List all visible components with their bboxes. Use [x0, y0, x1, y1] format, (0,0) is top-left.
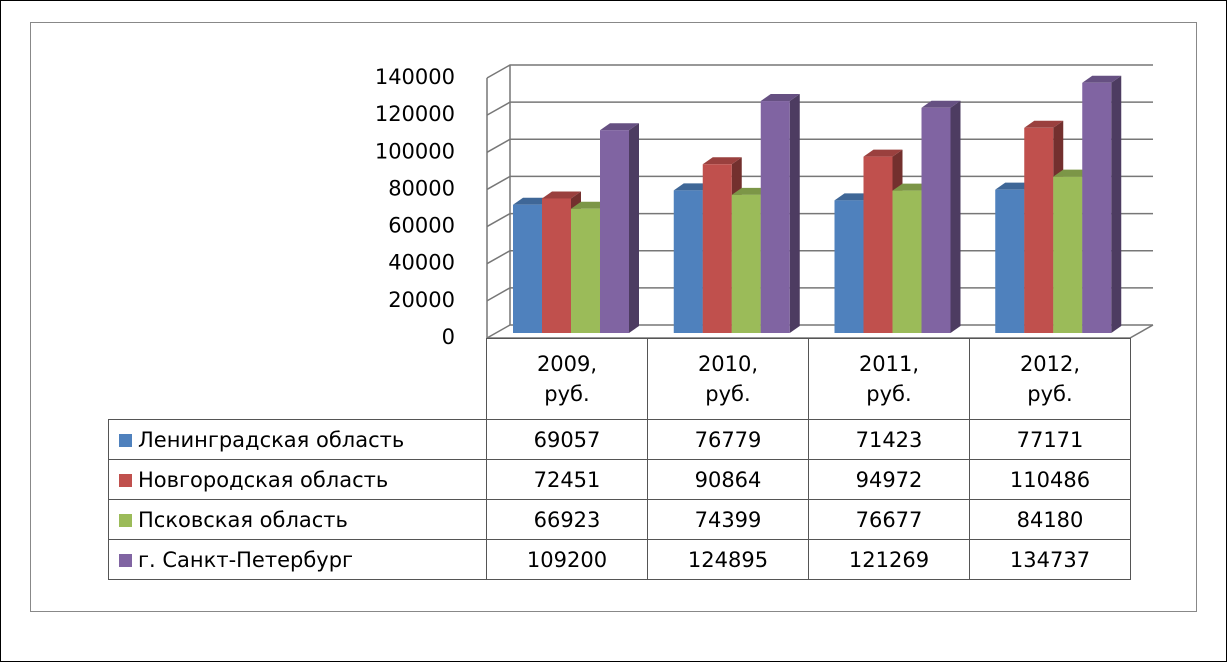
legend-label: Псковская область	[138, 507, 348, 532]
y-tick-label: 140000	[375, 65, 455, 89]
legend-label: Ленинградская область	[138, 427, 405, 452]
value-cell: 109200	[486, 539, 648, 580]
category-cell: 2009, руб.	[486, 338, 648, 420]
legend-swatch	[119, 433, 132, 447]
category-cell: 2010, руб.	[647, 338, 809, 420]
legend-cell: Новгородская область	[108, 459, 487, 500]
bar	[702, 164, 732, 333]
value-cell: 110486	[969, 459, 1131, 500]
bar	[834, 200, 864, 333]
table-row: г. Санкт-Петербург 109200 124895 121269 1347…	[108, 539, 1131, 580]
bar-top	[921, 100, 961, 108]
value-cell: 71423	[808, 419, 970, 460]
category-label: 2011, руб.	[858, 352, 920, 406]
value-cell: 76677	[808, 499, 970, 540]
data-table: 2009, руб. 2010, руб. 2011, руб. 2012, руб.…	[108, 338, 1131, 580]
legend-cell: Ленинградская область	[108, 419, 487, 460]
value-cell: 134737	[969, 539, 1131, 580]
legend-swatch	[119, 513, 132, 527]
grid-line	[486, 64, 1153, 79]
category-label: 2012, руб.	[1019, 352, 1081, 406]
bar	[542, 198, 571, 333]
value-cell: 74399	[647, 499, 809, 540]
category-cell: 2012, руб.	[969, 338, 1131, 420]
bar-top	[1024, 120, 1064, 128]
chart-frame	[30, 22, 1197, 612]
value-cell: 69057	[486, 419, 648, 460]
y-tick-label: 100000	[375, 139, 455, 163]
bar	[1053, 176, 1083, 333]
bar	[513, 204, 542, 333]
y-tick-label: 60000	[388, 214, 455, 238]
bar	[760, 101, 790, 333]
bar	[731, 194, 761, 333]
category-label: 2010, руб.	[697, 352, 759, 406]
bar	[571, 208, 600, 333]
value-cell: 66923	[486, 499, 648, 540]
y-tick-label: 40000	[388, 251, 455, 275]
value-cell: 76779	[647, 419, 809, 460]
table-row: Новгородская область 72451 90864 94972 11048…	[108, 459, 1131, 500]
bar	[1082, 82, 1112, 333]
bar	[600, 130, 629, 333]
bar	[1024, 127, 1054, 334]
value-cell: 90864	[647, 459, 809, 500]
bar	[995, 189, 1025, 333]
bar-side	[950, 100, 961, 334]
bar-top	[702, 157, 742, 165]
table-header-row: 2009, руб. 2010, руб. 2011, руб. 2012, руб.	[109, 338, 1131, 420]
value-cell: 72451	[486, 459, 648, 500]
grid-line	[486, 101, 1153, 116]
y-tick-label: 20000	[388, 288, 455, 312]
category-label: 2009, руб.	[536, 352, 598, 406]
category-cell: 2011, руб.	[808, 338, 970, 420]
bar-side	[789, 94, 800, 333]
value-cell: 84180	[969, 499, 1131, 540]
y-tick-label: 80000	[388, 176, 455, 200]
value-cell: 124895	[647, 539, 809, 580]
bar-side	[629, 123, 639, 333]
legend-swatch	[119, 473, 132, 487]
legend-swatch	[119, 553, 132, 567]
bar-side	[1111, 75, 1122, 333]
legend-cell: г. Санкт-Петербург	[108, 539, 487, 580]
value-cell: 94972	[808, 459, 970, 500]
table-row: Псковская область 66923 74399 76677 84180	[108, 499, 1131, 540]
legend-cell: Псковская область	[108, 499, 487, 540]
y-tick-label: 0	[442, 325, 455, 349]
bar-top	[542, 191, 581, 199]
value-cell: 77171	[969, 419, 1131, 460]
bar	[673, 190, 703, 333]
legend-label: Новгородская область	[138, 467, 389, 492]
legend-label: г. Санкт-Петербург	[138, 547, 354, 572]
table-row: Ленинградская область 69057 76779 71423 7717…	[108, 419, 1131, 460]
bar	[921, 107, 951, 334]
bar	[892, 190, 922, 333]
bar-top	[760, 94, 800, 102]
bar-top	[600, 123, 639, 131]
bar-top	[1082, 75, 1122, 83]
blank-cell	[109, 339, 487, 420]
bar-top	[863, 149, 903, 157]
value-cell: 121269	[808, 539, 970, 580]
bar	[863, 156, 893, 333]
y-tick-label: 120000	[375, 102, 455, 126]
